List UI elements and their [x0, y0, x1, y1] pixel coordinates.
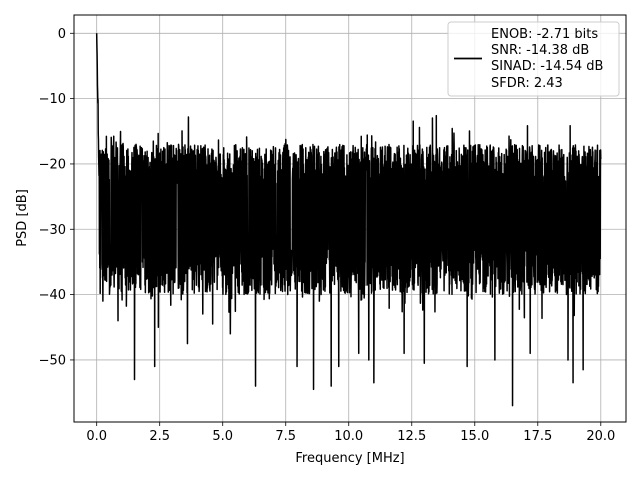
- y-axis-label: PSD [dB]: [15, 189, 30, 247]
- y-tick-label: −50: [39, 353, 66, 368]
- x-tick-label: 7.5: [275, 429, 296, 444]
- x-axis-label: Frequency [MHz]: [295, 451, 404, 466]
- legend: ENOB: -2.71 bits SNR: -14.38 dB SINAD: -…: [447, 21, 620, 97]
- plot-frame: [73, 14, 627, 423]
- y-tick-label: −10: [39, 92, 66, 107]
- x-tick-label: 0.0: [86, 429, 107, 444]
- legend-sinad: SINAD: -14.54 dB: [491, 59, 603, 74]
- x-axis: 0.0 2.5 5.0 7.5 10.0 12.5 15.0 17.5 20.0: [86, 422, 615, 444]
- legend-snr: SNR: -14.38 dB: [491, 43, 589, 58]
- legend-sfdr: SFDR: 2.43: [491, 76, 563, 91]
- y-axis: 0 −10 −20 −30 −40 −50: [39, 27, 74, 368]
- legend-box: [447, 21, 620, 97]
- y-tick-label: −40: [39, 288, 66, 303]
- y-tick-label: 0: [58, 27, 66, 42]
- psd-series-line: [95, 33, 602, 407]
- x-tick-label: 12.5: [397, 429, 426, 444]
- legend-enob: ENOB: -2.71 bits: [491, 27, 598, 42]
- x-tick-label: 15.0: [460, 429, 489, 444]
- y-tick-label: −20: [39, 157, 66, 172]
- x-tick-label: 10.0: [334, 429, 363, 444]
- x-tick-label: 20.0: [586, 429, 615, 444]
- x-tick-label: 5.0: [212, 429, 233, 444]
- x-tick-label: 2.5: [149, 429, 170, 444]
- x-tick-label: 17.5: [523, 429, 552, 444]
- y-tick-label: −30: [39, 223, 66, 238]
